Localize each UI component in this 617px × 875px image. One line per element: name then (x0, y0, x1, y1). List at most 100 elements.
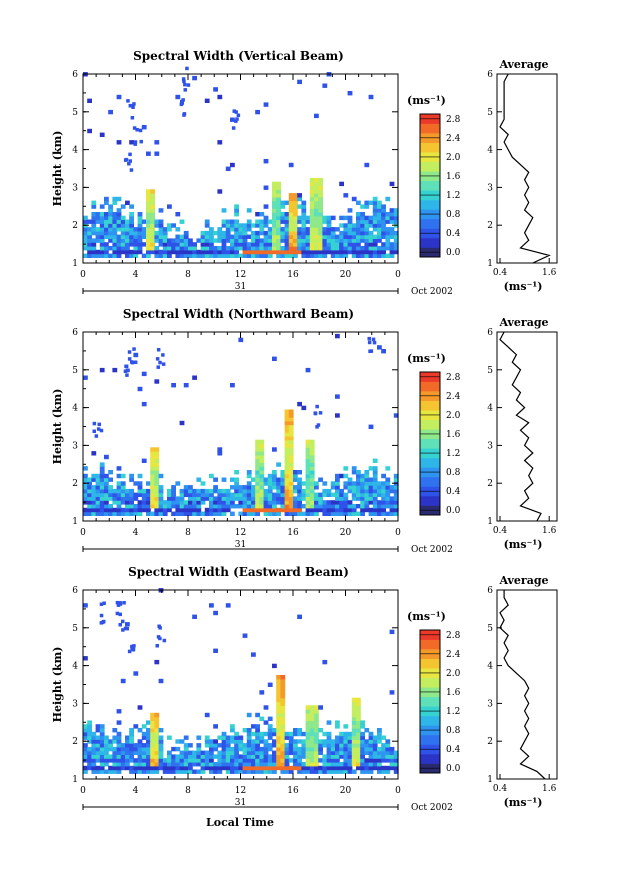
average-y-tick-label: 3 (487, 183, 493, 193)
heatmap-cell (179, 504, 185, 509)
heatmap-cell (356, 496, 361, 501)
heatmap-cell (112, 507, 118, 513)
heatmap-cell (204, 739, 210, 744)
heatmap-cell (393, 208, 399, 213)
heatmap-cell (175, 253, 181, 258)
heatmap-cell (314, 746, 319, 752)
heatmap-cell (393, 413, 399, 418)
heatmap-cell (234, 110, 238, 114)
heatmap-cell (284, 485, 290, 490)
heatmap-cell (351, 769, 357, 774)
heatmap-cell (305, 443, 311, 448)
heatmap-cell (272, 496, 277, 501)
heatmap-cell (162, 507, 168, 513)
heatmap-cell (183, 234, 189, 239)
heatmap-cell (381, 754, 386, 759)
heatmap-cell (179, 496, 185, 501)
heatmap-cell (351, 762, 357, 767)
heatmap-cell (326, 743, 332, 748)
average-y-tick-label: 2 (487, 221, 493, 231)
heatmap-cell (314, 242, 319, 247)
heatmap-cell (330, 750, 336, 755)
heatmap-cell (255, 496, 260, 501)
colorbar-tick-label: 0.8 (446, 210, 461, 220)
heatmap-cell (305, 762, 311, 767)
heatmap-cell (280, 750, 286, 755)
heatmap-cell (372, 743, 378, 748)
heatmap-cell (255, 743, 260, 748)
heatmap-cell (351, 253, 357, 258)
heatmap-cell (301, 253, 307, 258)
heatmap-cell (284, 413, 290, 418)
heatmap-cell (213, 743, 218, 748)
panel-2: Spectral Width (Northward Beam)123456Hei… (51, 307, 558, 555)
heatmap-cell (322, 659, 328, 665)
heatmap-cell (259, 762, 265, 767)
heatmap-cell (137, 504, 143, 509)
heatmap-cell (263, 159, 269, 164)
heatmap-cell (280, 724, 286, 729)
heatmap-cell (284, 504, 290, 509)
average-y-tick-label: 5 (487, 366, 493, 376)
heatmap-cell (167, 238, 172, 243)
heatmap-cell (246, 750, 252, 755)
heatmap-cell (213, 754, 218, 759)
heatmap-cell (339, 500, 344, 505)
heatmap-cell (381, 746, 386, 752)
heatmap-cell (293, 496, 298, 501)
heatmap-cell (377, 200, 382, 205)
heatmap-cell (318, 193, 323, 198)
heatmap-cell (335, 507, 340, 513)
heatmap-cell (326, 746, 332, 752)
heatmap-cell (259, 500, 265, 505)
heatmap-cell (318, 196, 323, 202)
heatmap-cell (217, 246, 223, 251)
heatmap-cell (377, 345, 382, 350)
heatmap-cell (129, 735, 134, 740)
heatmap-cell (108, 504, 113, 509)
heatmap-cell (364, 750, 370, 755)
heatmap-cell (305, 447, 311, 452)
heatmap-cell (221, 504, 227, 509)
heatmap-cell (204, 754, 210, 759)
heatmap-cell (183, 492, 189, 497)
heatmap-cell (204, 253, 210, 258)
heatmap-cell (120, 246, 126, 251)
heatmap-cell (162, 638, 167, 643)
heatmap-cell (234, 735, 239, 740)
heatmap-cell (225, 504, 231, 509)
heatmap-cell (128, 152, 132, 157)
y-tick-label: 6 (72, 328, 78, 338)
heatmap-cell (154, 140, 160, 145)
heatmap-cell (116, 238, 122, 243)
heatmap-cell (91, 219, 97, 224)
heatmap-cell (305, 249, 311, 255)
heatmap-cell (255, 724, 260, 729)
heatmap-cell (83, 750, 88, 755)
heatmap-cell (158, 219, 164, 224)
heatmap-cell (318, 746, 323, 752)
heatmap-cell (284, 746, 290, 752)
heatmap-cell (188, 762, 193, 767)
heatmap-cell (104, 507, 109, 513)
heatmap-cell (225, 253, 231, 258)
heatmap-cell (284, 454, 290, 460)
heatmap-cell (356, 712, 361, 718)
heatmap-cell (372, 234, 378, 239)
heatmap-cell (162, 758, 168, 763)
heatmap-cell (255, 750, 260, 755)
heatmap-cell (267, 682, 273, 687)
heatmap-cell (372, 511, 378, 516)
heatmap-cell (104, 739, 109, 744)
heatmap-cell (91, 500, 97, 505)
heatmap-cell (343, 758, 349, 763)
heatmap-cell (272, 477, 277, 482)
average-x-tick-label: 0.4 (493, 526, 508, 536)
heatmap-cell (116, 473, 122, 479)
colorbar-swatch (420, 734, 440, 745)
heatmap-cell (288, 500, 294, 505)
heatmap-cell (99, 238, 105, 243)
heatmap-cell (167, 769, 172, 774)
heatmap-cell (183, 485, 189, 490)
heatmap-cell (343, 223, 349, 228)
